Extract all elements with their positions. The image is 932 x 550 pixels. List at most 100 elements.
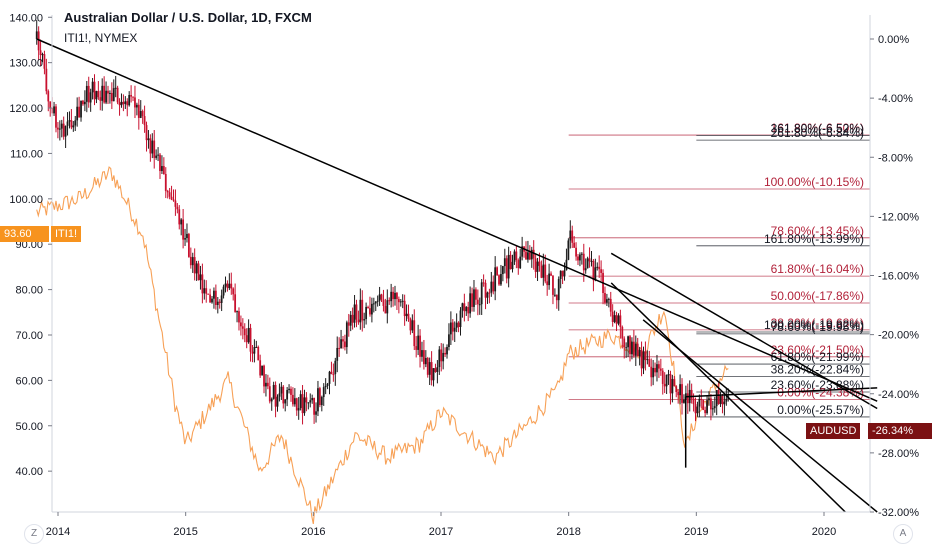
fib-levels: 423.60%(4.74%)161.80%(-6.50%)361.80%(-6.… [568,121,870,418]
candle-body [538,261,541,266]
candle-body [216,301,219,305]
candle-body [189,256,192,266]
candle-body [500,274,502,285]
candle-body [82,100,84,105]
candle-body [650,366,653,378]
candle-body [631,341,633,355]
candle-body [686,393,689,404]
candle-body [632,341,635,356]
candle-body [482,282,485,284]
candle-body [363,319,366,321]
fib-level-label: 23.60%(-21.50%) [771,343,864,357]
candle-body [313,398,316,415]
candle-body [162,166,165,175]
candle-body [513,251,516,262]
candle-body [336,347,339,361]
candle-body [588,258,591,262]
candle-body [345,322,348,348]
candle-body [546,281,549,286]
candle-body [423,350,425,365]
candle-body [126,101,129,106]
chart-title: Australian Dollar / U.S. Dollar, 1D, FXC… [64,10,312,25]
candle-body [461,303,464,311]
candle-body [197,263,200,281]
candle-body [442,352,445,362]
right-tick-label: -32.00% [878,507,919,519]
candle-body [654,367,656,373]
candle-body [417,335,420,350]
candle-body [449,322,452,335]
candle-body [58,128,61,130]
candle-body [87,85,90,103]
candle-body [704,409,707,414]
wedge-upper-trendline [610,252,878,410]
auto-scale-button[interactable]: A [893,524,913,544]
candle-body [476,299,479,305]
x-tick-label: 2020 [812,526,836,538]
candle-body [636,343,639,357]
candle-body [711,408,714,410]
candle-body [440,349,443,362]
candle-body [436,367,439,372]
candle-body [305,397,308,403]
candle-body [211,298,213,303]
fib-level-label: 161.80%(-6.50%) [771,121,864,135]
audusd-series [35,20,730,425]
candle-body [159,154,161,172]
candle-body [214,290,217,305]
candle-body [473,289,475,307]
candle-body [209,294,211,303]
candle-body [288,388,290,391]
candle-body [365,306,368,320]
zoom-button[interactable]: Z [24,524,44,544]
candle-body [186,233,188,239]
candle-body [625,347,628,349]
candle-body [555,294,558,301]
fib-level-label: 100.00%(-19.82%) [764,318,864,332]
candle-body [155,155,158,158]
candle-body [428,362,431,375]
candle-body [465,307,468,312]
left-tick-label: 110.00 [10,148,43,160]
candle-body [307,402,310,404]
candle-body [673,379,676,387]
left-symbol-tag: ITI1! [51,226,82,242]
candle-body [367,306,369,309]
right-tick-label: -20.00% [878,330,919,342]
candle-body [403,300,406,317]
candle-body [459,310,462,328]
right-tick-label: -16.00% [878,271,919,283]
candle-body [182,219,185,240]
candle-body [149,138,152,154]
candle-body [376,300,379,302]
candle-body [596,266,599,268]
candle-body [527,252,529,260]
candle-body [103,85,106,103]
candle-body [392,291,394,300]
candle-body [118,102,121,106]
candle-body [57,127,59,130]
candle-body [351,314,354,323]
candle-body [448,334,450,348]
candle-body [78,106,80,118]
candle-body [292,394,294,405]
candle-body [124,101,127,105]
candle-body [203,288,206,294]
right-tick-label: -28.00% [878,448,919,460]
candle-body [509,254,512,270]
candle-body [590,260,593,262]
candle-body [68,120,71,122]
overlay-symbol: ITI1!, NYMEX [64,31,138,45]
candle-body [615,315,618,324]
candle-body [47,91,50,102]
candle-body [528,252,531,260]
candle-body [83,101,86,105]
candle-body [178,209,181,225]
candle-body [282,386,285,404]
candle-body [511,261,514,270]
candle-body [644,351,647,360]
left-tick-label: 120.00 [9,103,43,115]
candle-body [257,346,260,361]
candle-body [388,300,391,302]
candle-body [607,298,610,300]
